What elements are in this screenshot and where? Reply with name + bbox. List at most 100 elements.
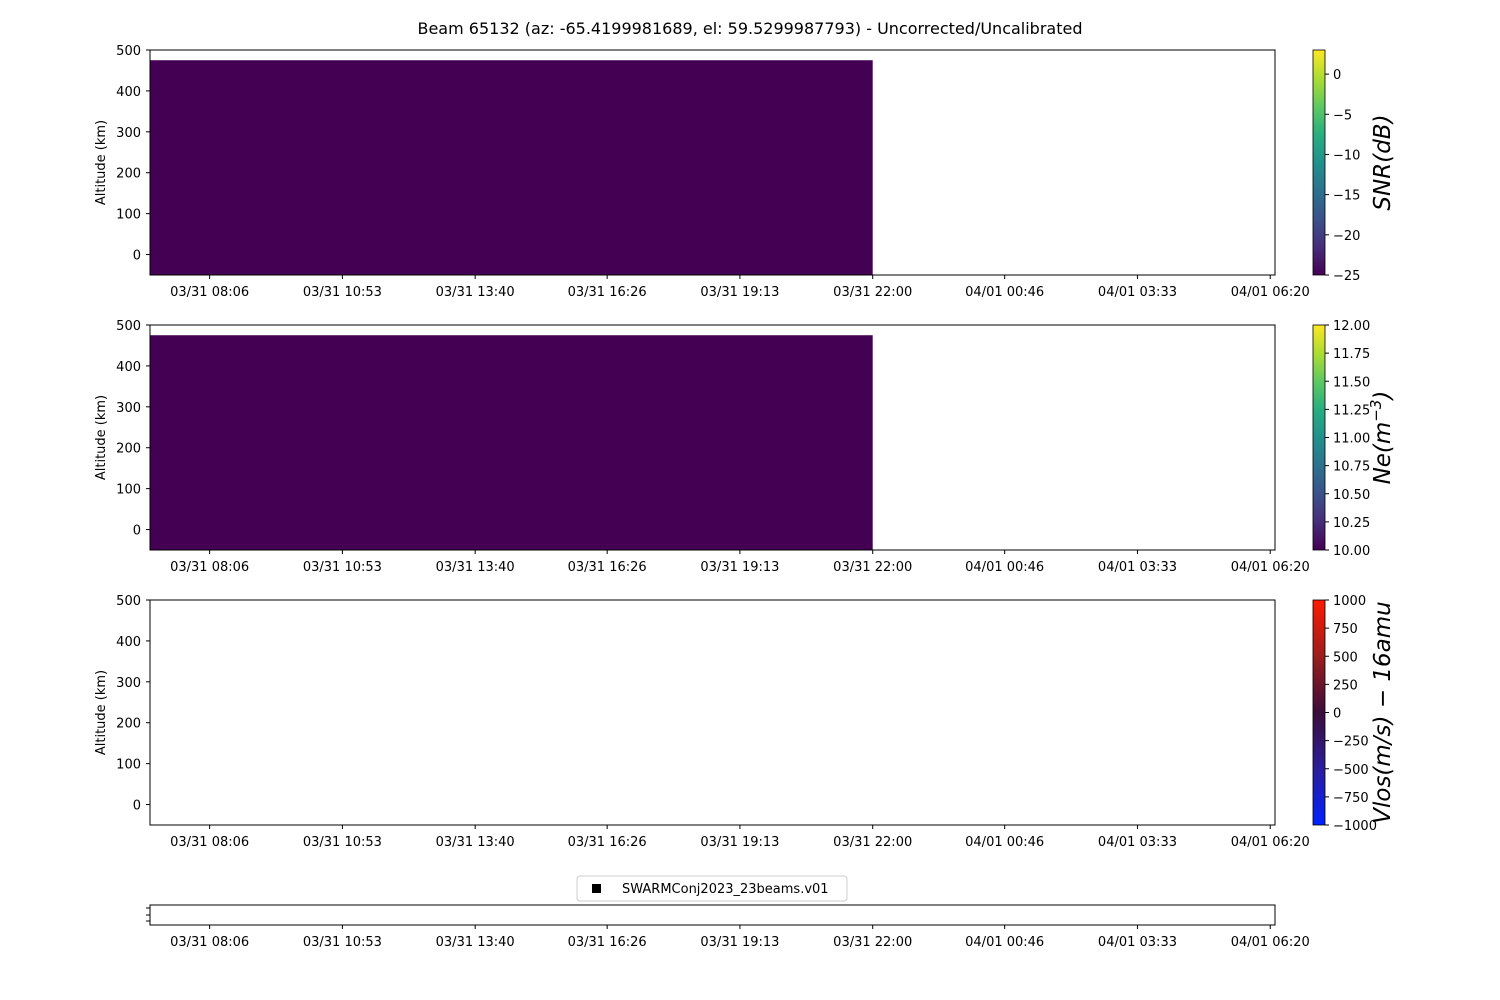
plot-frame — [149, 324, 1276, 551]
colorbar-tick-label: 10.00 — [1333, 544, 1370, 559]
panel-4: 03/31 08:06 03/31 10:53 03/31 13:40 03/31 1… — [146, 875, 1310, 950]
colorbar-tick-label: −250 — [1333, 735, 1369, 750]
x-tick-label: 03/31 13:40 — [436, 285, 515, 300]
colorbar-tick-label: 10.50 — [1333, 488, 1370, 503]
x-tick-label: 03/31 10:53 — [303, 560, 382, 575]
x-tick-label: 03/31 16:26 — [568, 285, 647, 300]
y-tick-label: 400 — [116, 635, 141, 650]
x-tick-label: 03/31 08:06 — [170, 285, 249, 300]
x-tick-label: 04/01 00:46 — [965, 935, 1044, 950]
colorbar-tick-label: 11.00 — [1333, 432, 1370, 447]
x-tick-label: 03/31 19:13 — [700, 835, 779, 850]
x-tick-label: 04/01 00:46 — [965, 835, 1044, 850]
x-tick-label: 03/31 10:53 — [303, 285, 382, 300]
colorbar-tick-label: −15 — [1333, 189, 1360, 204]
y-tick-label: 500 — [116, 594, 141, 609]
y-tick-label: 200 — [116, 442, 141, 457]
heatmap-cells — [150, 60, 873, 276]
y-tick-label: 300 — [116, 126, 141, 141]
x-tick-label: 03/31 22:00 — [833, 285, 912, 300]
colorbar-label: Vlos(m/s) − 16amu — [1370, 601, 1396, 824]
colorbar-tick-label: 0 — [1333, 707, 1341, 722]
y-tick-label: 500 — [116, 319, 141, 334]
colorbar-tick-label: −1000 — [1333, 819, 1377, 834]
colorbar-tick-label: 500 — [1333, 650, 1358, 665]
y-tick-label: 200 — [116, 717, 141, 732]
plot-frame — [149, 599, 1276, 826]
colorbar-tick-label: −20 — [1333, 229, 1360, 244]
colorbar-tick-label: 10.25 — [1333, 516, 1370, 531]
legend-box — [576, 875, 848, 902]
y-tick-label: 100 — [116, 483, 141, 498]
legend-label: SWARMConj2023_23beams.v01 — [622, 882, 829, 897]
colorbar — [1312, 49, 1326, 276]
x-tick-label: 03/31 22:00 — [833, 935, 912, 950]
colorbar-tick-label: 0 — [1333, 68, 1341, 83]
figure-title: Beam 65132 (az: -65.4199981689, el: 59.5… — [417, 19, 1082, 38]
legend: SWARMConj2023_23beams.v01 — [576, 875, 848, 902]
colorbar — [1312, 324, 1326, 551]
x-tick-label: 03/31 13:40 — [436, 560, 515, 575]
x-tick-label: 03/31 10:53 — [303, 835, 382, 850]
y-tick-label: 300 — [116, 401, 141, 416]
colorbar-tick-label: −500 — [1333, 763, 1369, 778]
y-axis-label: Altitude (km) — [94, 670, 109, 755]
x-tick-label: 03/31 19:13 — [700, 560, 779, 575]
x-tick-label: 03/31 08:06 — [170, 560, 249, 575]
y-tick-label: 0 — [133, 799, 141, 814]
x-tick-label: 04/01 00:46 — [965, 560, 1044, 575]
x-tick-label: 03/31 16:26 — [568, 560, 647, 575]
x-tick-label: 03/31 13:40 — [436, 835, 515, 850]
colorbar-tick-label: 1000 — [1333, 594, 1366, 609]
colorbar-tick-label: 11.25 — [1333, 403, 1370, 418]
colorbar-tick-label: −5 — [1333, 108, 1352, 123]
colorbar-tick-label: −750 — [1333, 791, 1369, 806]
colorbar-tick-label: 12.00 — [1333, 319, 1370, 334]
colorbar-label-main: SNR(dB) — [1370, 114, 1396, 210]
y-tick-label: 0 — [133, 249, 141, 264]
plot-frame — [149, 904, 1276, 926]
x-tick-label: 03/31 19:13 — [700, 285, 779, 300]
plot-frame — [149, 49, 1276, 276]
colorbar — [1312, 599, 1326, 826]
colorbar-label-close: ) — [1370, 391, 1396, 402]
y-tick-label: 100 — [116, 208, 141, 223]
x-tick-label: 04/01 06:20 — [1231, 285, 1310, 300]
x-tick-label: 04/01 00:46 — [965, 285, 1044, 300]
y-tick-label: 200 — [116, 167, 141, 182]
x-tick-label: 04/01 03:33 — [1098, 560, 1177, 575]
panel-1: 500 400 300 200 100 0 Altitude (km) 03/31 08:06… — [94, 44, 1396, 300]
colorbar-label-main: Vlos(m/s) − 16amu — [1370, 601, 1396, 824]
colorbar-tick-label: −25 — [1333, 269, 1360, 284]
colorbar-tick-label: 250 — [1333, 678, 1358, 693]
y-axis-label: Altitude (km) — [94, 120, 109, 205]
heatmap-cells — [150, 335, 873, 550]
colorbar-tick-label: 11.75 — [1333, 347, 1370, 362]
x-tick-label: 04/01 03:33 — [1098, 935, 1177, 950]
colorbar-tick-label: −10 — [1333, 148, 1360, 163]
x-tick-label: 04/01 06:20 — [1231, 835, 1310, 850]
x-tick-label: 03/31 08:06 — [170, 935, 249, 950]
y-tick-label: 500 — [116, 44, 141, 59]
x-tick-label: 03/31 13:40 — [436, 935, 515, 950]
y-axis-label: Altitude (km) — [94, 395, 109, 480]
panel-2: 500 400 300 200 100 0 Altitude (km) 03/31 08:06… — [94, 319, 1396, 575]
x-tick-label: 03/31 10:53 — [303, 935, 382, 950]
colorbar-label: Ne(m−3) — [1367, 391, 1396, 485]
x-tick-label: 04/01 06:20 — [1231, 935, 1310, 950]
legend-marker-square — [592, 884, 601, 893]
x-tick-label: 03/31 22:00 — [833, 560, 912, 575]
x-tick-label: 04/01 06:20 — [1231, 560, 1310, 575]
x-tick-label: 03/31 22:00 — [833, 835, 912, 850]
colorbar-tick-label: 750 — [1333, 622, 1358, 637]
colorbar-label: SNR(dB) — [1370, 114, 1396, 210]
x-tick-label: 04/01 03:33 — [1098, 835, 1177, 850]
x-tick-label: 03/31 16:26 — [568, 835, 647, 850]
x-tick-label: 03/31 19:13 — [700, 935, 779, 950]
y-tick-label: 0 — [133, 524, 141, 539]
colorbar-label-main: Ne(m — [1370, 422, 1396, 485]
x-tick-label: 03/31 16:26 — [568, 935, 647, 950]
